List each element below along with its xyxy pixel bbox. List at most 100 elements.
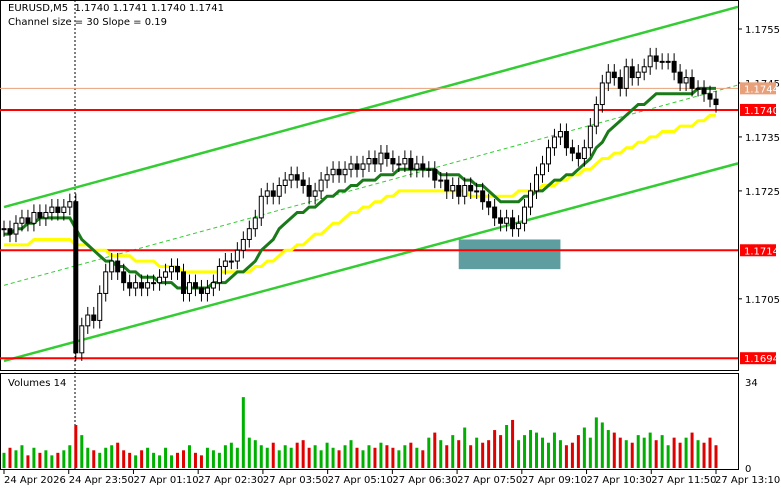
candle-body [581, 147, 587, 160]
price-tick-label: 1.1755 [745, 25, 780, 36]
time-tick-label: 27 Apr 11:50 [651, 475, 716, 486]
candle-body [270, 190, 276, 197]
chart-header-symbol: EURUSD,M5 1.1740 1.1741 1.1740 1.1741 [8, 3, 224, 14]
candle-body [701, 87, 707, 95]
candle-body [127, 282, 133, 289]
candle-body [55, 206, 61, 213]
candle-body [1, 228, 7, 231]
level-label-1.1714: 1.1714 [744, 246, 779, 257]
candle-body [599, 82, 605, 106]
ohlc-label: 1.1740 1.1741 1.1740 1.1741 [74, 3, 224, 14]
price-tick-label: 1.1725 [745, 187, 780, 198]
candle-body [498, 217, 504, 224]
candle-body [402, 158, 408, 165]
candle-body [372, 158, 378, 165]
candle-body [49, 206, 55, 213]
candle-body [228, 260, 234, 263]
candle-body [480, 190, 486, 203]
candle-body [551, 136, 557, 149]
candle-body [707, 93, 713, 100]
candle-body [246, 228, 252, 240]
candle-body [444, 179, 450, 192]
candle-body [623, 66, 629, 89]
candle-body [474, 190, 480, 193]
candle-body [306, 185, 312, 197]
candle-body [390, 158, 396, 165]
candle-body [647, 55, 653, 68]
level-tag-1.1740 [740, 103, 776, 116]
candle-body [312, 190, 318, 197]
candle-body [336, 168, 342, 176]
candle-body [617, 77, 623, 89]
candle-body [282, 179, 288, 186]
candle-body [19, 217, 25, 224]
candle-body [7, 228, 13, 235]
candle-body [97, 292, 103, 321]
time-tick-label: 27 Apr 13:10 [715, 475, 780, 486]
candle-body [300, 179, 306, 186]
candle-body [378, 152, 384, 165]
candle-body [204, 287, 210, 294]
time-tick-label: 27 Apr 06:30 [392, 475, 457, 486]
candle-body [450, 185, 456, 192]
candle-body [222, 260, 228, 267]
level-tag-1.1694 [740, 352, 776, 365]
candle-body [324, 174, 330, 181]
candle-body [635, 71, 641, 79]
candle-body [264, 190, 270, 197]
candle-body [360, 163, 366, 170]
volume-pane-border [0, 373, 739, 470]
candle-body [611, 71, 617, 79]
candle-body [426, 168, 432, 171]
candle-body [31, 211, 37, 224]
candle-body [605, 71, 611, 84]
time-tick-label: 27 Apr 02:30 [198, 475, 263, 486]
candle-body [133, 282, 139, 289]
channel-info-label: Channel size = 30 Slope = 0.19 [8, 17, 168, 28]
candle-body [539, 163, 545, 176]
candle-body [288, 174, 294, 181]
candle-body [157, 276, 163, 284]
time-tick-label: 27 Apr 07:50 [457, 475, 522, 486]
price-tick-label: 1.1735 [745, 133, 780, 144]
candle-body [61, 206, 67, 213]
candle-body [234, 249, 240, 262]
price-tick-label: 1.1705 [745, 295, 780, 306]
volume-tick-label: 0 [745, 464, 751, 475]
candle-body [252, 217, 258, 230]
candle-body [486, 201, 492, 208]
candle-body [528, 190, 534, 208]
candle-body [587, 125, 593, 149]
candle-body [396, 163, 402, 166]
candle-body [175, 265, 181, 273]
symbol-label: EURUSD,M5 [8, 3, 69, 14]
candle-body [85, 314, 91, 327]
candle-body [163, 271, 169, 278]
candle-body [342, 168, 348, 176]
candle-body [37, 211, 43, 219]
candle-body [330, 168, 336, 176]
channel-upper-line [3, 5, 739, 209]
candle-body [575, 152, 581, 160]
candle-body [510, 217, 516, 230]
candle-body [468, 185, 474, 192]
candle-body [522, 206, 528, 224]
candle-body [151, 282, 157, 285]
level-tag-1.1744 [740, 82, 776, 95]
candle-body [641, 66, 647, 73]
candle-body [534, 174, 540, 192]
price-pane-border [0, 0, 739, 371]
candle-body [186, 282, 192, 294]
candle-body [115, 260, 121, 273]
channel-middle-line [3, 84, 739, 286]
ma-yellow-line [4, 113, 716, 274]
candle-body [713, 98, 719, 106]
candle-body [43, 211, 49, 219]
time-tick-label: 24 Apr 23:50 [69, 475, 134, 486]
candle-body [145, 282, 151, 289]
candle-body [683, 77, 689, 84]
candle-body [456, 185, 462, 197]
level-label-1.1740: 1.1740 [744, 106, 779, 117]
candle-body [659, 60, 665, 63]
